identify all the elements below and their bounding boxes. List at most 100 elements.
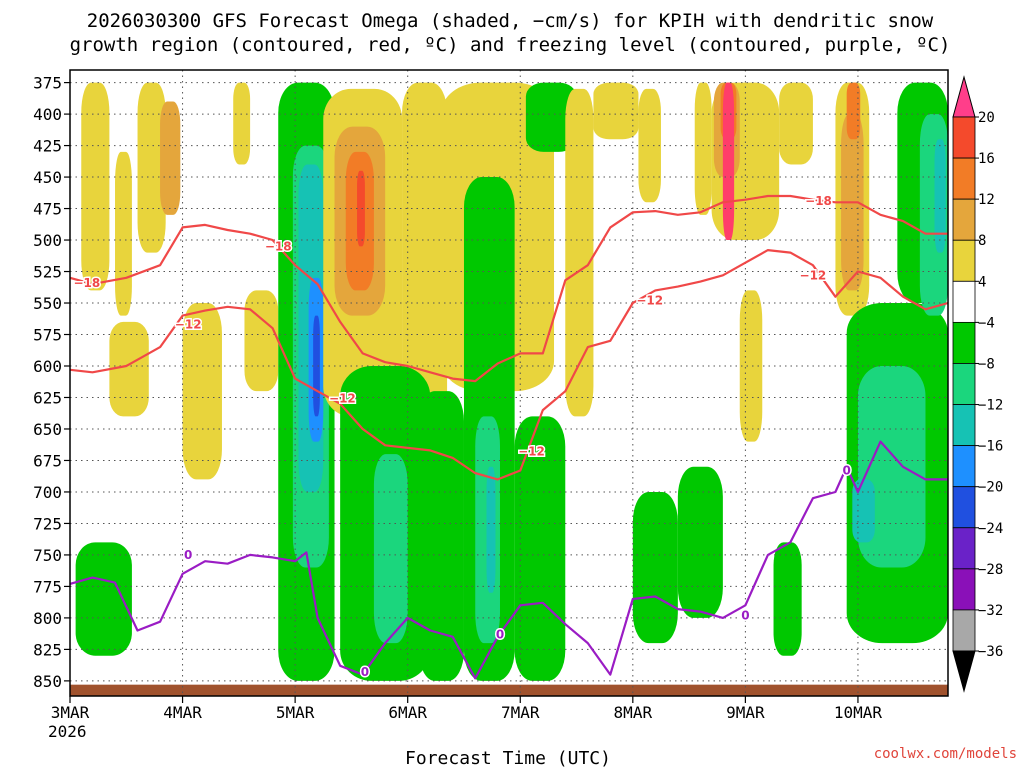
colorbar-swatch-0 bbox=[952, 116, 976, 159]
grid-lines bbox=[70, 70, 948, 696]
omega-patch-39 bbox=[779, 82, 813, 165]
omega-patch-0 bbox=[81, 82, 110, 291]
contour-label-2-2: 0 bbox=[496, 627, 504, 641]
colorbar-label-4: 4 bbox=[978, 274, 986, 290]
colorbar-bottom-arrow bbox=[952, 650, 976, 693]
colorbar-swatch-6 bbox=[952, 363, 976, 405]
y-tick-label-400: 400 bbox=[33, 105, 62, 124]
y-tick-label-775: 775 bbox=[33, 577, 62, 596]
colorbar-swatch-7 bbox=[952, 404, 976, 447]
contour-line-0 bbox=[70, 194, 948, 383]
omega-patch-31 bbox=[632, 491, 678, 644]
colorbar-swatch-2 bbox=[952, 198, 976, 241]
contour-labels: −18 −18 −18 −12 −12 −12 −12 −12 0 0 0 0 0 bbox=[72, 192, 852, 680]
omega-patch-40 bbox=[773, 542, 802, 656]
chart-title-line1: 2026030300 GFS Forecast Omega (shaded, −… bbox=[87, 10, 934, 32]
y-tick-label-450: 450 bbox=[33, 168, 62, 187]
y-tick-label-625: 625 bbox=[33, 388, 62, 407]
x-tick-label-5MAR: 5MAR bbox=[276, 703, 315, 722]
colorbar-top-arrow bbox=[952, 75, 976, 118]
contour-label-1-0: −12 bbox=[175, 317, 202, 331]
colorbar-label-6: −8 bbox=[978, 356, 995, 372]
x-year-label: 2026 bbox=[48, 722, 87, 741]
omega-patch-18 bbox=[402, 82, 448, 442]
colorbar-label-11: −28 bbox=[978, 562, 1003, 578]
colorbar-label-5: −4 bbox=[978, 315, 995, 331]
y-tick-label-600: 600 bbox=[33, 357, 62, 376]
omega-patch-26 bbox=[514, 416, 566, 681]
contour-label-1-1: −12 bbox=[636, 293, 663, 307]
omega-patch-37 bbox=[722, 82, 735, 241]
x-tick-label-7MAR: 7MAR bbox=[501, 703, 540, 722]
omega-patch-8 bbox=[75, 542, 132, 656]
contour-label-2-1: 0 bbox=[361, 665, 369, 679]
colorbar-label-1: 16 bbox=[978, 151, 995, 167]
omega-patch-17 bbox=[357, 170, 365, 247]
omega-patch-43 bbox=[846, 82, 861, 140]
contour-label-2-4: 0 bbox=[843, 464, 851, 478]
colorbar-label-13: −36 bbox=[978, 644, 1003, 660]
colorbar-swatch-1 bbox=[952, 157, 976, 200]
colorbar-label-3: 8 bbox=[978, 233, 986, 249]
y-tick-label-700: 700 bbox=[33, 483, 62, 502]
colorbar-label-10: −24 bbox=[978, 521, 1003, 537]
y-tick-label-550: 550 bbox=[33, 294, 62, 313]
contour-label-1-3: −12 bbox=[329, 392, 356, 406]
omega-patch-45 bbox=[857, 365, 926, 568]
colorbar-label-0: 20 bbox=[978, 110, 995, 126]
omega-patch-21 bbox=[418, 391, 464, 681]
x-tick-label-8MAR: 8MAR bbox=[614, 703, 653, 722]
colorbar-label-7: −12 bbox=[978, 398, 1003, 414]
y-tick-label-725: 725 bbox=[33, 514, 62, 533]
contour-label-0-2: −18 bbox=[805, 194, 832, 208]
y-tick-label-800: 800 bbox=[33, 609, 62, 628]
omega-patch-27 bbox=[525, 82, 577, 152]
omega-patch-38 bbox=[739, 290, 763, 442]
x-axis-title: Forecast Time (UTC) bbox=[405, 748, 611, 768]
colorbar-swatch-9 bbox=[952, 486, 976, 529]
contour-label-0-1: −18 bbox=[74, 276, 101, 290]
y-tick-label-525: 525 bbox=[33, 263, 62, 282]
plot-frame bbox=[69, 69, 949, 697]
x-tick-label-10MAR: 10MAR bbox=[834, 703, 883, 722]
colorbar: 20 16 12 8 4 −4 −8 −12 −16 −20 −24 −28 −32 −36 bbox=[952, 75, 1003, 693]
colorbar-swatch-5 bbox=[952, 321, 976, 364]
terrain-band bbox=[70, 684, 948, 696]
colorbar-label-2: 12 bbox=[978, 192, 995, 208]
x-tick-label-3MAR: 3MAR bbox=[51, 703, 90, 722]
omega-patch-28 bbox=[565, 88, 594, 417]
x-tick-label-9MAR: 9MAR bbox=[726, 703, 765, 722]
omega-patch-6 bbox=[233, 82, 251, 165]
colorbar-swatch-11 bbox=[952, 568, 976, 611]
y-tick-label-475: 475 bbox=[33, 200, 62, 219]
y-tick-label-575: 575 bbox=[33, 326, 62, 345]
contour-line-2 bbox=[70, 440, 948, 680]
omega-patch-29 bbox=[593, 82, 639, 140]
omega-patch-3 bbox=[115, 151, 132, 316]
omega-patch-5 bbox=[182, 303, 222, 480]
colorbar-swatch-4 bbox=[952, 280, 976, 323]
x-tick-label-6MAR: 6MAR bbox=[388, 703, 427, 722]
contour-label-2-0: 0 bbox=[184, 548, 192, 562]
omega-patch-1 bbox=[137, 82, 166, 253]
y-tick-label-500: 500 bbox=[33, 231, 62, 250]
omega-patch-30 bbox=[638, 88, 661, 203]
y-tick-label-825: 825 bbox=[33, 640, 62, 659]
omega-patch-4 bbox=[109, 321, 149, 417]
colorbar-swatch-3 bbox=[952, 239, 976, 282]
contour-label-2-3: 0 bbox=[741, 608, 749, 622]
terrain-fill bbox=[70, 684, 948, 696]
omega-patch-2 bbox=[160, 101, 181, 215]
y-tick-label-850: 850 bbox=[33, 672, 62, 691]
omega-patch-33 bbox=[694, 82, 712, 215]
x-tick-label-4MAR: 4MAR bbox=[163, 703, 202, 722]
y-tick-label-375: 375 bbox=[33, 74, 62, 93]
chart-title-line2: growth region (contoured, red, ºC) and f… bbox=[70, 34, 951, 56]
contour-label-0-0: −18 bbox=[265, 239, 292, 253]
colorbar-swatch-10 bbox=[952, 527, 976, 570]
credit-text: coolwx.com/models bbox=[874, 746, 1017, 762]
colorbar-label-8: −16 bbox=[978, 439, 1003, 455]
colorbar-swatch-8 bbox=[952, 445, 976, 488]
y-tick-label-425: 425 bbox=[33, 137, 62, 156]
